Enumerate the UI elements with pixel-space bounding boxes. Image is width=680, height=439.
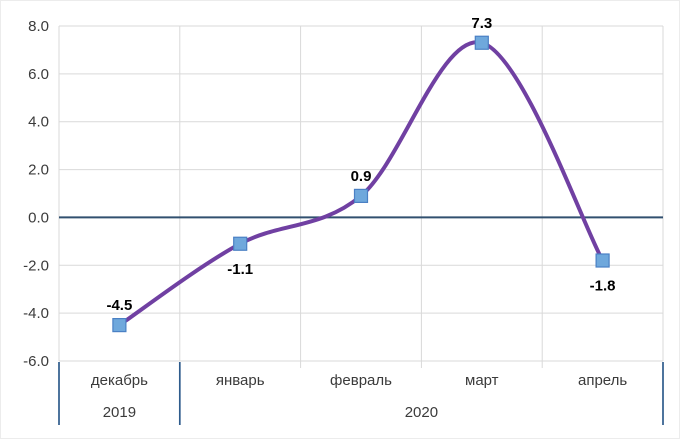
data-point-label: 0.9 (351, 168, 372, 185)
y-tick-label: 8.0 (28, 18, 49, 35)
y-tick-label: 6.0 (28, 66, 49, 83)
y-tick-label: -2.0 (23, 257, 49, 274)
x-category-label: февраль (330, 372, 392, 389)
x-group-label: 2020 (405, 404, 438, 421)
y-tick-label: -6.0 (23, 353, 49, 370)
x-category-label: март (465, 372, 499, 389)
x-category-label: январь (216, 372, 265, 389)
data-point-label: -1.1 (227, 261, 253, 278)
data-point-label: 7.3 (471, 15, 492, 32)
y-tick-label: 4.0 (28, 114, 49, 131)
data-point-marker (112, 318, 127, 333)
y-tick-label: -4.0 (23, 305, 49, 322)
data-point-label: -1.8 (590, 278, 616, 295)
x-group-label: 2019 (103, 404, 136, 421)
data-point-marker (474, 35, 489, 50)
data-point-marker (233, 236, 248, 251)
data-point-label: -4.5 (106, 297, 132, 314)
series-line (117, 40, 605, 328)
x-category-label: апрель (578, 372, 627, 389)
data-point-marker (353, 188, 369, 203)
y-tick-label: 2.0 (28, 162, 49, 179)
x-category-label: декабрь (91, 372, 148, 389)
data-point-marker (595, 253, 610, 268)
y-tick-label: 0.0 (28, 209, 49, 226)
